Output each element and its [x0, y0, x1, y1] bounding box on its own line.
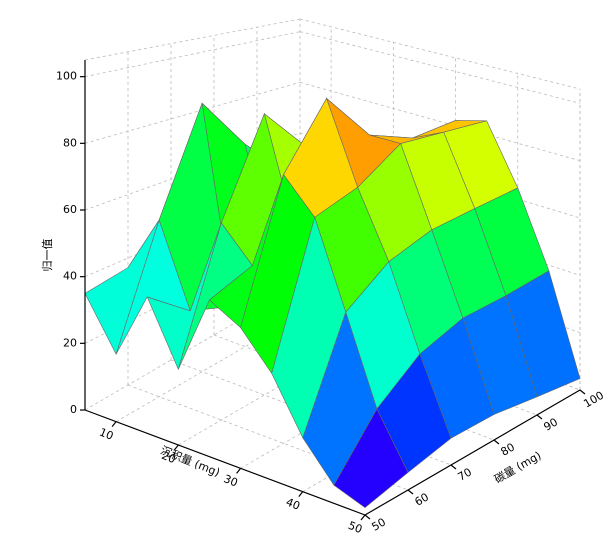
- tick-mark: [298, 491, 304, 498]
- x-tick-label: 20: [160, 449, 178, 466]
- z-axis-label: 归一值: [40, 239, 54, 272]
- y-tick-label: 80: [498, 440, 517, 458]
- tick-mark: [111, 421, 117, 428]
- z-tick-label: 0: [70, 403, 77, 416]
- z-tick-label: 80: [63, 136, 77, 149]
- y-axis-label: 碳量 (mg): [492, 448, 544, 486]
- grid-line: [299, 81, 581, 162]
- x-tick-label: 40: [284, 496, 302, 513]
- x-tick-label: 50: [346, 519, 364, 536]
- tick-mark: [360, 514, 366, 521]
- box-edge: [84, 18, 301, 61]
- tick-mark: [407, 489, 414, 495]
- tick-mark: [236, 467, 242, 474]
- y-tick-label: 60: [412, 490, 431, 508]
- z-tick-label: 40: [63, 270, 77, 283]
- tick-mark: [364, 514, 371, 520]
- y-tick-label: 100: [581, 389, 606, 411]
- tick-mark: [493, 439, 500, 445]
- y-axis: [364, 389, 581, 516]
- y-tick-label: 90: [541, 415, 560, 433]
- z-tick-label: 20: [63, 336, 77, 349]
- grid-line: [299, 31, 581, 104]
- z-tick-label: 100: [56, 70, 77, 83]
- x-tick-label: 30: [222, 472, 240, 489]
- tick-mark: [173, 444, 179, 451]
- z-tick-label: 60: [63, 203, 77, 216]
- box-edge: [299, 18, 581, 90]
- x-tick-label: 10: [97, 426, 115, 443]
- grid-line: [84, 81, 301, 144]
- x-axis: [84, 409, 366, 516]
- surface-patch: [333, 408, 409, 509]
- tick-mark: [450, 464, 457, 470]
- y-tick-label: 70: [455, 465, 474, 483]
- tick-mark: [579, 389, 586, 395]
- grid-line: [170, 359, 452, 466]
- tick-mark: [536, 414, 543, 420]
- grid-line: [127, 384, 409, 491]
- grid-line: [84, 31, 301, 78]
- y-tick-label: 50: [369, 515, 388, 533]
